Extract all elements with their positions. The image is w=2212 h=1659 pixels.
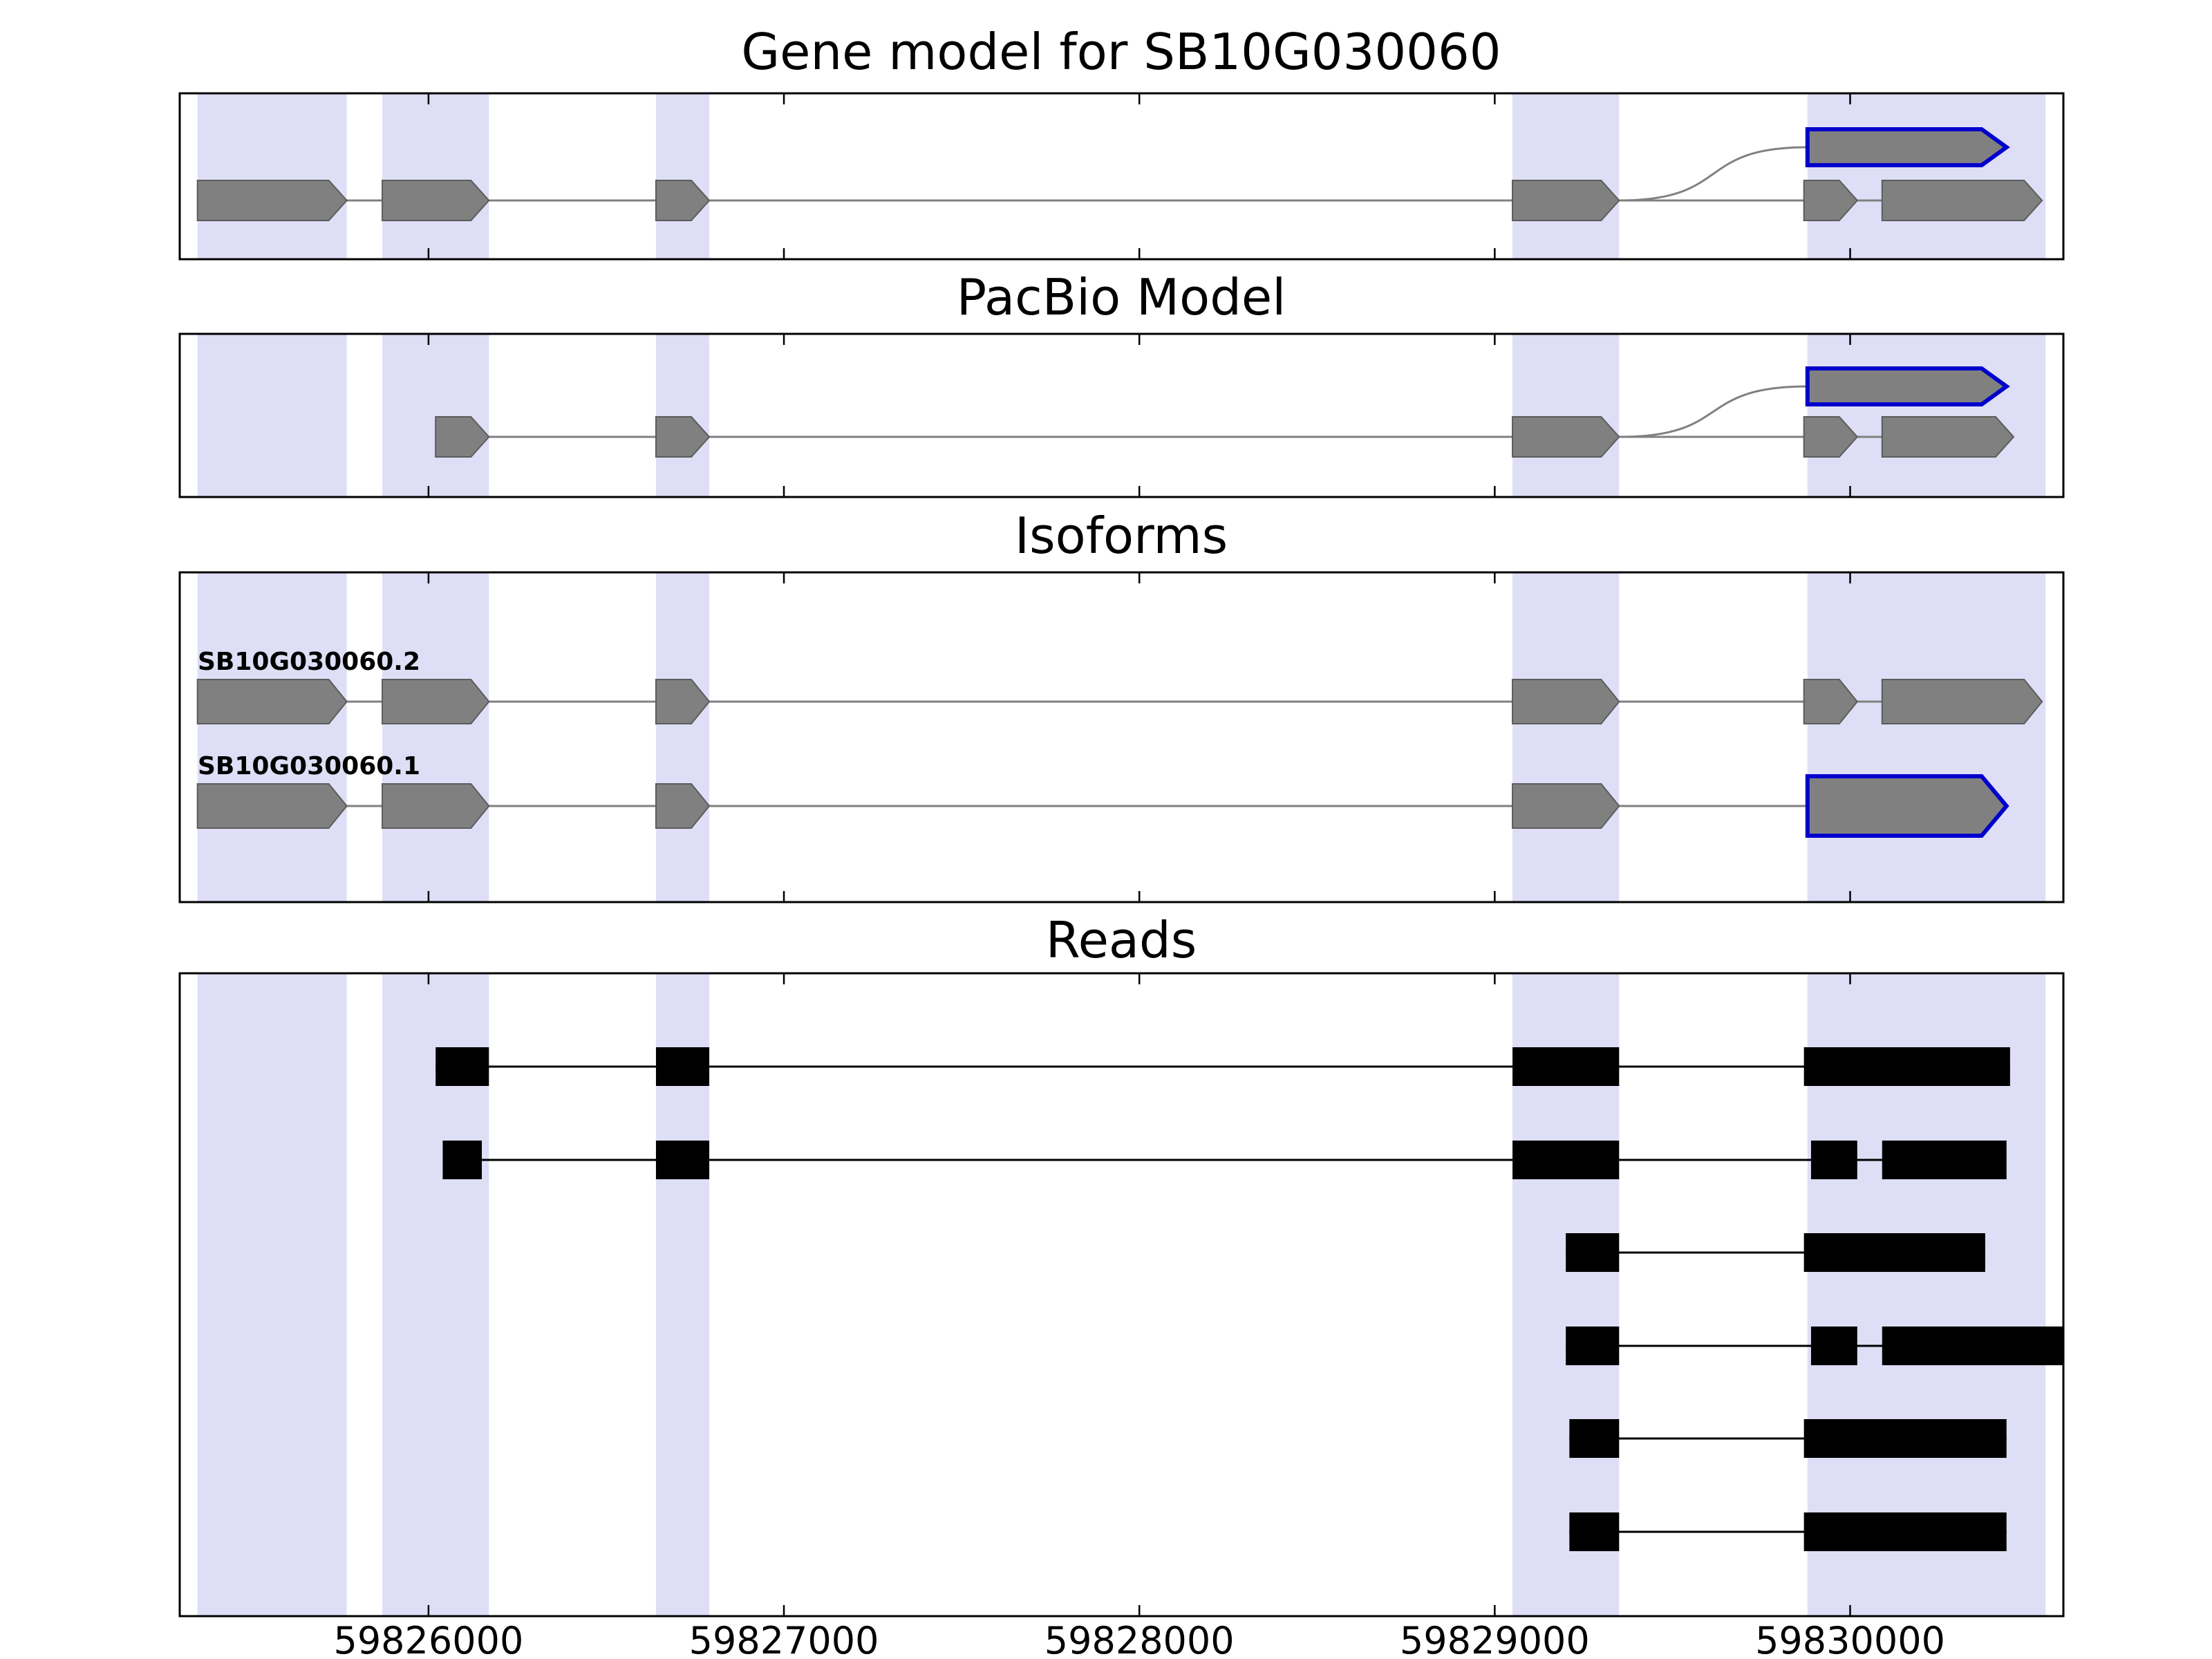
isoform-label: SB10G030060.2 [198,648,420,676]
splice-curve [1619,146,1808,202]
x-tick-label: 59830000 [1755,1619,1945,1659]
read-block [435,1047,489,1086]
read-block [1882,1141,2007,1179]
exon [196,679,348,724]
read-block [655,1141,710,1179]
highlight-band [382,93,489,259]
x-tick-label: 59828000 [1044,1619,1235,1659]
exon [1512,679,1620,724]
read-block [1882,1327,2063,1365]
isoform-label: SB10G030060.1 [198,752,420,780]
highlighted-exon [1805,127,2010,167]
exon [1512,783,1620,829]
highlight-band [1512,93,1620,259]
exon [382,180,490,221]
x-tick-label: 59829000 [1400,1619,1590,1659]
read-block [1569,1419,1620,1458]
highlight-band [382,572,489,902]
exon [382,679,490,724]
panel-title-isoforms: Isoforms [1015,507,1228,565]
exon [655,783,711,829]
panel-border [178,332,2065,498]
panel-title-pacbio: PacBio Model [957,268,1286,326]
read-block [1569,1512,1620,1551]
highlight-band [197,93,347,259]
exon [655,180,711,221]
highlight-band [1807,334,2046,497]
panel-border [178,571,2065,903]
read-block [1803,1419,2007,1458]
read-block [1566,1327,1620,1365]
highlighted-exon [1805,774,2009,838]
read-block [1512,1047,1620,1086]
exon [1881,180,2043,221]
exon [196,783,348,829]
read-block [1566,1233,1620,1272]
exon [382,783,490,829]
highlight-band [1512,334,1620,497]
read-block [1810,1327,1857,1365]
highlighted-exon [1805,366,2010,406]
read-block [655,1047,710,1086]
exon [655,679,711,724]
x-tick-label: 59827000 [689,1619,879,1659]
splice-curve [1619,385,1808,438]
panel-title-reads: Reads [1046,911,1197,969]
highlight-band [655,334,710,497]
read-block [1803,1233,1985,1272]
highlight-band [197,572,347,902]
read-block [1803,1047,2010,1086]
highlight-band [382,334,489,497]
exon [655,416,711,458]
read-block [442,1141,482,1179]
highlight-band [1807,93,2046,259]
panel-border [178,92,2065,261]
panel-border [178,972,2065,1618]
exon [1881,416,2015,458]
highlight-band [197,334,347,497]
exon [196,180,348,221]
exon [1881,679,2043,724]
read-block [1810,1141,1857,1179]
x-tick-label: 59826000 [333,1619,523,1659]
exon [1803,416,1859,458]
highlight-band [655,93,710,259]
exon [1512,180,1620,221]
highlight-band [197,973,347,1616]
highlight-band [1512,572,1620,902]
highlight-band [655,572,710,902]
read-block [1512,1141,1620,1179]
highlight-band [1807,572,2046,902]
generated-chart-content: SB10G030060.2 SB10G030060.1 59826000 598270… [178,92,2065,1659]
panel-title-gene-model: Gene model for SB10G030060 [741,23,1501,81]
exon [435,416,490,458]
read-block [1803,1512,2007,1551]
exon [1803,180,1859,221]
exon [1803,679,1859,724]
exon [1512,416,1620,458]
